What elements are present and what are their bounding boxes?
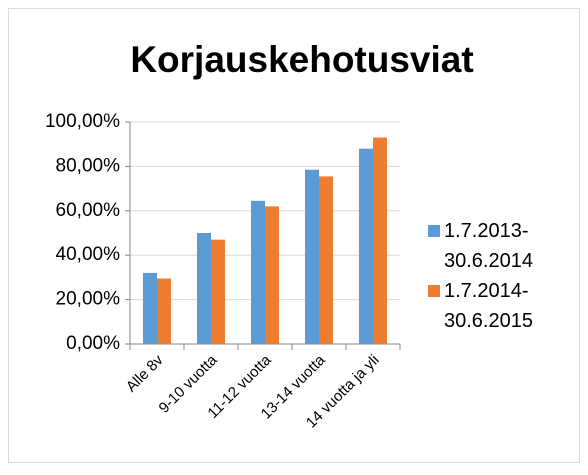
bar — [265, 206, 279, 344]
bar — [157, 278, 171, 344]
bar — [305, 169, 319, 344]
legend-label: 1.7.2013-30.6.2014 — [444, 220, 533, 272]
bar — [143, 272, 157, 344]
bar — [373, 137, 387, 344]
y-tick-label: 60,00% — [56, 200, 121, 221]
bar — [359, 148, 373, 344]
bar — [211, 239, 225, 344]
legend-swatch — [428, 225, 440, 237]
y-tick-label: 100,00% — [45, 111, 120, 132]
legend-swatch — [428, 285, 440, 297]
y-tick-label: 40,00% — [56, 244, 121, 265]
y-tick-label: 20,00% — [56, 289, 121, 310]
chart-title: Korjauskehotusviat — [130, 39, 473, 80]
y-tick-label: 0,00% — [66, 333, 120, 354]
bar — [251, 200, 265, 344]
legend-item: 1.7.2014-30.6.2015 — [428, 276, 574, 336]
y-tick-label: 80,00% — [56, 155, 121, 176]
bar — [319, 176, 333, 344]
legend-item: 1.7.2013-30.6.2014 — [428, 216, 574, 276]
bar — [197, 233, 211, 344]
chart-frame — [8, 8, 580, 463]
legend-label: 1.7.2014-30.6.2015 — [444, 280, 533, 332]
